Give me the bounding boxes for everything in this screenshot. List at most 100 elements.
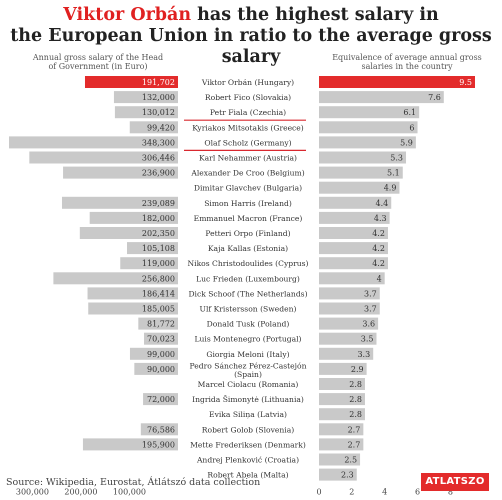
- leader-name: Evika Siliņa (Latvia): [209, 410, 287, 419]
- leader-name: Luc Frieden (Luxembourg): [196, 274, 300, 283]
- ratio-bar: [319, 453, 361, 466]
- salary-label: 256,800: [142, 274, 175, 283]
- salary-label: 90,000: [147, 365, 175, 374]
- salary-label: 202,350: [142, 229, 175, 238]
- ratio-label: 3.7: [364, 289, 377, 298]
- salary-label: 236,900: [142, 169, 175, 178]
- salary-label: 191,702: [142, 78, 175, 87]
- ratio-label: 5.1: [387, 169, 400, 178]
- ratio-bar: [319, 166, 403, 179]
- ratio-bar: [319, 76, 475, 88]
- salary-bar: [144, 332, 178, 345]
- atlatszo-logo: ATLATSZO: [421, 473, 489, 491]
- salary-bar: [82, 438, 178, 451]
- left-axis-tick: 100,000: [113, 488, 146, 497]
- ratio-bar: [319, 423, 364, 436]
- salary-label: 105,108: [142, 244, 175, 253]
- salary-bar: [89, 211, 178, 224]
- ratio-label: 5.9: [400, 138, 413, 147]
- ratio-label: 4.2: [372, 229, 385, 238]
- ratio-bar: [319, 347, 374, 360]
- ratio-label: 5.3: [390, 154, 403, 163]
- leader-name: Emmanuel Macron (France): [194, 214, 303, 223]
- leader-name: Ingrida Šimonytė (Lithuania): [192, 395, 304, 404]
- salary-bar: [84, 76, 178, 88]
- salary-bar: [120, 257, 178, 270]
- right-axis-tick: 6: [415, 488, 420, 497]
- ratio-bar: [319, 438, 364, 451]
- ratio-label: 2.8: [349, 410, 362, 419]
- ratio-bar: [319, 227, 388, 239]
- salary-bar: [138, 317, 178, 330]
- salary-bar: [143, 393, 178, 406]
- ratio-label: 4.9: [384, 184, 397, 193]
- salary-bar: [113, 91, 178, 104]
- chart-title: Viktor Orbán has the highest salary in t…: [0, 5, 502, 68]
- ratio-label: 2.7: [348, 440, 361, 449]
- ratio-label: 6: [409, 123, 414, 132]
- right-axis-tick: 2: [349, 488, 354, 497]
- ratio-bar: [319, 408, 365, 421]
- ratio-label: 3.5: [361, 335, 374, 344]
- salary-bar: [79, 227, 178, 239]
- salary-label: 186,414: [142, 289, 175, 298]
- ratio-bar: [319, 393, 365, 406]
- ratio-label: 2.3: [341, 471, 354, 480]
- leader-name: Robert Golob (Slovenia): [202, 425, 294, 434]
- leader-name: Dick Schoof (The Netherlands): [188, 289, 307, 298]
- salary-label: 132,000: [142, 93, 175, 102]
- ratio-bar: [319, 332, 377, 345]
- ratio-label: 3.7: [364, 305, 377, 314]
- right-axis-tick: 4: [382, 488, 387, 497]
- ratio-bar: [319, 121, 418, 134]
- salary-label: 70,023: [147, 335, 175, 344]
- ratio-bar: [319, 106, 420, 119]
- salary-label: 72,000: [147, 395, 175, 404]
- ratio-bar: [319, 378, 365, 390]
- ratio-label: 4.4: [376, 199, 389, 208]
- ratio-bar: [319, 317, 379, 330]
- left-axis-tick: 300,000: [16, 488, 49, 497]
- salary-bar: [63, 166, 179, 179]
- leader-name: Dimitar Glavchev (Bulgaria): [194, 184, 302, 193]
- title-highlight: Viktor Orbán: [63, 5, 192, 25]
- ratio-label: 4.3: [374, 214, 387, 223]
- ratio-label: 2.8: [349, 395, 362, 404]
- leader-name: Olaf Scholz (Germany): [204, 138, 291, 147]
- leader-name: Pedro Sánchez Pérez-Castejón (Spain): [190, 361, 307, 379]
- title-line2: the European Union in ratio to the avera…: [10, 26, 492, 67]
- right-axis-header: Equivalence of average annual gross sala…: [332, 53, 482, 71]
- salary-label: 306,446: [142, 154, 175, 163]
- ratio-label: 2.9: [351, 365, 364, 374]
- salary-bar: [129, 121, 178, 134]
- ratio-label: 3.3: [357, 350, 370, 359]
- salary-bar: [129, 347, 178, 360]
- ratio-bar: [319, 91, 444, 104]
- ratio-label: 9.5: [459, 78, 472, 87]
- salary-bar: [88, 302, 178, 315]
- salary-label: 81,772: [147, 320, 175, 329]
- ratio-bar: [319, 242, 388, 255]
- ratio-bar: [319, 302, 380, 315]
- leader-name: Robert Fico (Slovakia): [205, 93, 291, 102]
- leader-name: Simon Harris (Ireland): [204, 199, 292, 208]
- ratio-bar: [319, 196, 392, 209]
- leader-name: Donald Tusk (Poland): [207, 320, 290, 329]
- ratio-label: 4: [377, 274, 382, 283]
- salary-bar: [29, 151, 179, 164]
- salary-label: 119,000: [142, 259, 175, 268]
- ratio-label: 7.6: [428, 93, 441, 102]
- ratio-label: 2.7: [348, 425, 361, 434]
- leader-name: Petr Fiala (Czechia): [210, 108, 286, 117]
- salary-label: 99,420: [147, 123, 175, 132]
- leader-name: Kaja Kallas (Estonia): [208, 244, 288, 253]
- salary-bar: [140, 423, 178, 436]
- ratio-label: 6.1: [403, 108, 416, 117]
- leader-name: Viktor Orbán (Hungary): [201, 78, 294, 87]
- ratio-bar: [319, 136, 416, 149]
- leader-name: Alexander De Croo (Belgium): [190, 169, 304, 178]
- leader-name: Ulf Kristersson (Sweden): [200, 305, 297, 314]
- source-note: Source: Wikipedia, Eurostat, Átlátszó da…: [6, 477, 261, 488]
- right-axis-tick: 8: [448, 488, 453, 497]
- salary-label: 182,000: [142, 214, 175, 223]
